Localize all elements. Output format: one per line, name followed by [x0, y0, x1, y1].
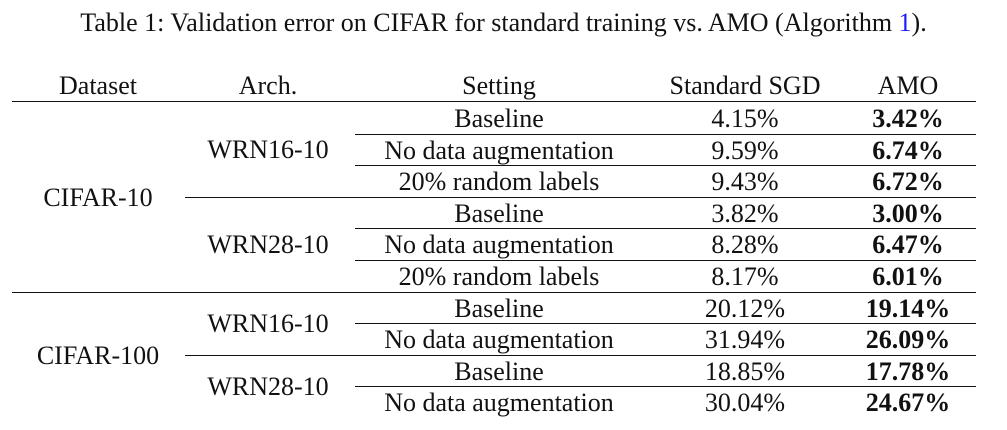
standard-sgd-cell: 18.85% [704, 356, 786, 386]
setting-cell: 20% random labels [398, 167, 600, 197]
row-separator [355, 133, 976, 135]
setting-cell: No data augmentation [384, 230, 614, 260]
row-separator [355, 323, 976, 325]
amo-cell: 17.78% [865, 356, 951, 386]
standard-sgd-cell: 20.12% [704, 293, 786, 323]
amo-cell: 3.42% [872, 104, 944, 133]
row-separator [355, 260, 976, 261]
header-dataset: Dataset [59, 71, 137, 100]
setting-cell: 20% random labels [398, 262, 600, 291]
arch-separator [185, 354, 976, 356]
amo-cell: 6.01% [872, 262, 944, 291]
setting-cell: Baseline [454, 356, 544, 386]
standard-sgd-cell: 4.15% [711, 104, 779, 133]
dataset-cell: CIFAR-10 [43, 182, 153, 212]
arch-cell: WRN16-10 [207, 309, 329, 339]
caption-suffix: ). [911, 8, 927, 37]
dataset-cell: CIFAR-100 [36, 340, 160, 370]
arch-cell: WRN28-10 [207, 372, 329, 402]
standard-sgd-cell: 9.43% [711, 167, 779, 197]
amo-cell: 24.67% [865, 388, 951, 418]
amo-cell: 6.74% [872, 135, 944, 165]
setting-cell: No data augmentation [384, 135, 614, 165]
amo-cell: 3.00% [872, 198, 944, 228]
amo-cell: 6.47% [872, 230, 944, 260]
row-separator [355, 228, 976, 230]
header-standard-sgd: Standard SGD [669, 71, 821, 100]
amo-cell: 6.72% [872, 167, 944, 197]
arch-cell: WRN16-10 [207, 135, 329, 165]
row-separator [355, 165, 976, 167]
setting-cell: No data augmentation [384, 325, 614, 355]
setting-cell: Baseline [454, 198, 544, 228]
table-caption: Table 1: Validation error on CIFAR for s… [0, 8, 1007, 38]
header-amo: AMO [877, 71, 939, 100]
caption-text: Table 1: Validation error on CIFAR for s… [80, 8, 899, 37]
header-setting: Setting [462, 71, 536, 100]
amo-cell: 19.14% [865, 293, 951, 323]
group-separator [12, 291, 976, 293]
standard-sgd-cell: 30.04% [704, 388, 786, 418]
row-separator [355, 386, 976, 388]
setting-cell: Baseline [454, 104, 544, 133]
amo-cell: 26.09% [865, 325, 951, 355]
setting-cell: Baseline [454, 293, 544, 323]
header-arch: Arch. [238, 71, 298, 100]
arch-separator [185, 196, 976, 198]
algorithm-reference-link[interactable]: 1 [898, 8, 912, 37]
standard-sgd-cell: 8.28% [711, 230, 779, 260]
setting-cell: No data augmentation [384, 388, 614, 418]
header-rule [12, 101, 976, 102]
standard-sgd-cell: 9.59% [711, 135, 779, 165]
standard-sgd-cell: 8.17% [711, 262, 779, 291]
arch-cell: WRN28-10 [207, 230, 329, 260]
standard-sgd-cell: 3.82% [711, 198, 779, 228]
standard-sgd-cell: 31.94% [704, 325, 786, 355]
